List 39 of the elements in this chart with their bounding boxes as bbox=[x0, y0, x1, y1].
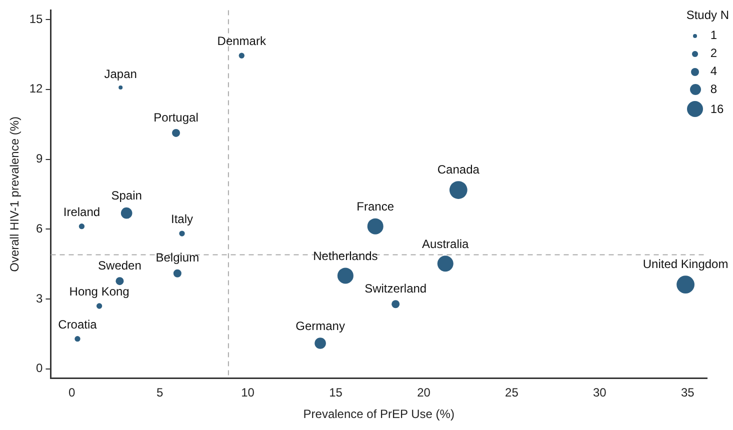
annotation: Ireland bbox=[63, 204, 100, 219]
annotation: Spain bbox=[111, 188, 142, 203]
annotation: France bbox=[356, 200, 394, 214]
legend-label: 1 bbox=[710, 28, 717, 42]
x-tick-label: 10 bbox=[241, 386, 255, 400]
annotation: Hong Kong bbox=[69, 284, 130, 298]
y-tick-label: 9 bbox=[36, 152, 44, 166]
y-tick-label: 6 bbox=[36, 221, 44, 236]
x-tick-label: 25 bbox=[505, 386, 519, 400]
legend-label: 8 bbox=[710, 82, 717, 96]
x-tick-label: 35 bbox=[680, 386, 695, 400]
legend-label: 4 bbox=[710, 64, 717, 78]
annotation: Netherlands bbox=[313, 249, 378, 264]
x-tick-label: 0 bbox=[68, 386, 76, 400]
legend-label: 2 bbox=[710, 46, 717, 60]
y-axis-title: Overall HIV-1 prevalence (%) bbox=[8, 116, 22, 272]
x-tick-label: 5 bbox=[156, 386, 164, 400]
x-tick-label: 20 bbox=[417, 386, 431, 400]
x-tick-label: 15 bbox=[329, 386, 343, 400]
y-tick-label: 3 bbox=[36, 291, 44, 306]
annotation: Belgium bbox=[156, 250, 200, 265]
legend-title: Study N bbox=[686, 8, 729, 22]
annotation: Portugal bbox=[154, 110, 198, 124]
y-tick-label: 15 bbox=[29, 12, 44, 26]
annotation: Japan bbox=[104, 66, 137, 81]
annotation: Australia bbox=[422, 236, 470, 251]
annotation: Canada bbox=[437, 162, 480, 176]
annotation: Denmark bbox=[217, 34, 267, 48]
annotation: Germany bbox=[296, 318, 345, 333]
annotation: Switzerland bbox=[364, 281, 427, 296]
x-tick-label: 30 bbox=[593, 386, 607, 400]
annotation: Sweden bbox=[98, 258, 142, 272]
y-tick-label: 0 bbox=[36, 361, 44, 376]
y-tick-label: 12 bbox=[29, 82, 44, 96]
annotation: Italy bbox=[170, 212, 194, 226]
annotation: United Kingdom bbox=[642, 256, 728, 271]
x-axis-title: Prevalence of PrEP Use (%) bbox=[303, 407, 454, 422]
annotation: Croatia bbox=[58, 317, 98, 332]
legend-label: 16 bbox=[710, 102, 724, 116]
